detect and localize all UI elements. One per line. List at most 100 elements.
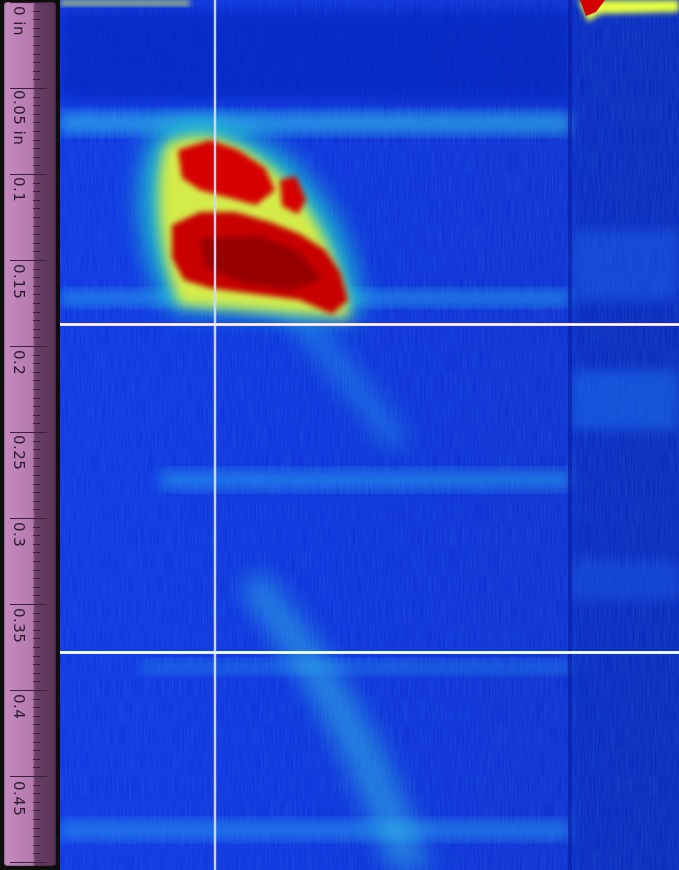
- ruler-minor-tick: [33, 337, 40, 339]
- ruler-label-0-25: 0.25: [10, 435, 28, 471]
- ruler-minor-tick: [33, 217, 40, 218]
- ruler-minor-tick: [33, 492, 40, 494]
- ruler-minor-tick: [33, 122, 40, 124]
- ruler-minor-tick: [33, 767, 40, 769]
- ruler-minor-tick: [33, 208, 40, 210]
- ruler-minor-tick: [33, 182, 40, 184]
- ruler-major-tick: [33, 174, 47, 175]
- ruler-minor-tick: [33, 251, 40, 253]
- ruler-minor-tick: [33, 139, 40, 141]
- ruler-major-tick: [33, 518, 47, 519]
- defect-region-small: [280, 176, 306, 214]
- reflection-band-4: [60, 820, 570, 840]
- ruler-label-0-35: 0.35: [10, 608, 28, 644]
- ruler-minor-tick: [33, 621, 40, 623]
- ruler-minor-tick: [33, 406, 40, 408]
- reflection-band-1: [60, 112, 570, 134]
- ruler-minor-tick: [33, 105, 40, 107]
- ruler-major-tick: [33, 690, 47, 691]
- horizontal-cursor-upper[interactable]: [60, 323, 679, 326]
- ruler-minor-tick: [33, 457, 40, 459]
- ruler-minor-tick: [33, 440, 40, 442]
- ruler-minor-tick: [33, 79, 40, 81]
- ruler-minor-tick: [33, 45, 40, 46]
- ruler-minor-tick: [33, 758, 40, 760]
- ruler-minor-tick: [33, 165, 40, 167]
- ruler-minor-tick: [33, 819, 40, 820]
- ruler-label-0-1: 0.1: [10, 177, 28, 203]
- ruler-minor-tick: [33, 509, 40, 511]
- ruler-minor-tick: [33, 397, 40, 399]
- ruler-minor-tick: [33, 681, 40, 683]
- ruler-minor-tick: [33, 526, 40, 528]
- ruler-minor-tick: [33, 242, 40, 244]
- ruler-major-tick: [33, 862, 47, 863]
- ruler-minor-tick: [33, 543, 40, 545]
- ruler-minor-tick: [33, 320, 40, 322]
- ruler-major-line: [10, 862, 35, 863]
- ruler-minor-tick: [33, 113, 40, 115]
- ruler-minor-tick: [33, 70, 40, 72]
- ruler-strip[interactable]: [4, 2, 56, 866]
- ruler-minor-tick: [33, 277, 40, 279]
- ruler-minor-tick: [33, 234, 40, 236]
- top-edge-glow: [60, 0, 190, 6]
- ruler-minor-tick: [33, 569, 40, 571]
- ruler-major-line: [10, 776, 35, 777]
- ultrasound-scan-image[interactable]: [60, 0, 679, 870]
- ruler-minor-tick: [33, 586, 40, 588]
- right-panel-band-2: [572, 230, 679, 300]
- ruler-minor-tick: [33, 53, 40, 55]
- ruler-major-tick: [33, 88, 47, 89]
- ruler-major-tick: [33, 604, 47, 605]
- ruler-minor-tick: [33, 225, 40, 227]
- defect-core: [200, 236, 322, 290]
- ruler-major-tick: [33, 260, 47, 261]
- ruler-minor-tick: [33, 664, 40, 666]
- ruler-minor-tick: [33, 148, 40, 150]
- ruler-minor-tick: [33, 294, 40, 296]
- ruler-minor-tick: [33, 750, 40, 752]
- ruler-minor-tick: [33, 268, 40, 270]
- ruler-minor-tick: [33, 354, 40, 356]
- ruler-minor-tick: [33, 414, 40, 416]
- ruler-minor-tick: [33, 500, 40, 502]
- ruler-minor-tick: [33, 707, 40, 709]
- ruler-minor-tick: [33, 733, 40, 734]
- ruler-minor-tick: [33, 475, 40, 476]
- ruler-major-tick: [33, 2, 47, 3]
- right-panel-band-3: [572, 560, 679, 600]
- vertical-cursor[interactable]: [214, 0, 216, 870]
- ruler-minor-tick: [33, 793, 40, 795]
- ruler-minor-tick: [33, 698, 40, 700]
- ruler-minor-tick: [33, 715, 40, 717]
- ruler-minor-tick: [33, 629, 40, 631]
- ruler-minor-tick: [33, 638, 40, 640]
- ruler-minor-tick: [33, 801, 40, 803]
- ruler-major-tick: [33, 346, 47, 347]
- ruler-minor-tick: [33, 449, 40, 451]
- ruler-label-0-45: 0.45: [10, 781, 28, 817]
- depth-ruler: 0 in 0.05 in 0.1 0.15 0.2 0.25 0.3 0.35 …: [0, 0, 60, 870]
- ruler-minor-tick: [33, 27, 40, 29]
- ruler-minor-tick: [33, 578, 40, 580]
- ruler-minor-tick: [33, 647, 40, 648]
- diagonal-streak-2: [240, 570, 430, 870]
- ruler-major-line: [10, 260, 35, 261]
- ruler-label-0: 0 in: [10, 6, 28, 36]
- ruler-minor-tick: [33, 853, 40, 855]
- ruler-major-tick: [33, 432, 47, 433]
- ruler-minor-tick: [33, 810, 40, 812]
- ruler-minor-tick: [33, 612, 40, 614]
- horizontal-cursor-lower[interactable]: [60, 651, 679, 654]
- ruler-minor-tick: [33, 19, 40, 21]
- ruler-label-0-3: 0.3: [10, 522, 28, 548]
- ruler-minor-tick: [33, 62, 40, 64]
- corner-hotspot-halo: [578, 0, 679, 22]
- ruler-minor-tick: [33, 328, 40, 330]
- ruler-label-0-05: 0.05 in: [10, 90, 28, 146]
- ruler-major-line: [10, 604, 35, 605]
- ruler-minor-tick: [33, 724, 40, 726]
- defect-region-upper: [178, 140, 275, 205]
